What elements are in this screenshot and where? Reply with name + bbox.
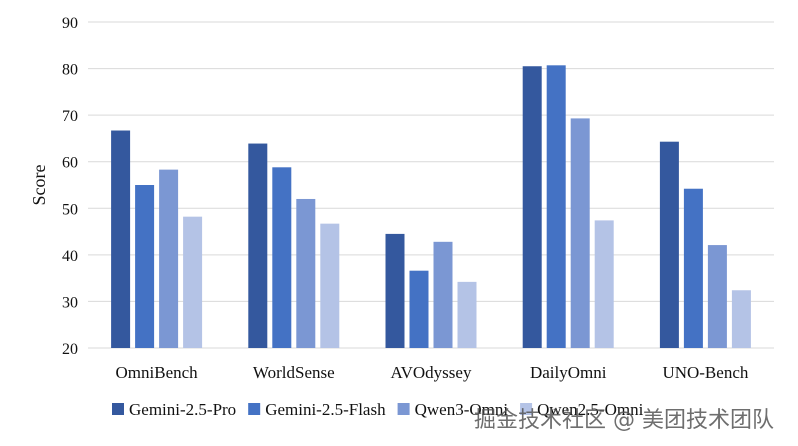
x-category-label: OmniBench <box>116 363 199 382</box>
watermark-text: 掘金技术社区 @ 美团技术团队 <box>474 408 774 433</box>
bar-UNO-Bench-Gemini-2.5-Flash <box>683 188 703 348</box>
x-category-label: UNO-Bench <box>662 363 748 382</box>
bar-AVOdyssey-Gemini-2.5-Pro <box>385 233 405 348</box>
legend-label: Gemini-2.5-Pro <box>129 400 236 419</box>
bar-WorldSense-Gemini-2.5-Pro <box>248 143 268 348</box>
legend: Gemini-2.5-Pro Gemini-2.5-Flash Qwen3-Omni… <box>112 400 644 419</box>
y-tick-label: 80 <box>62 62 78 79</box>
bar-WorldSense-Qwen3-Omni <box>296 198 316 348</box>
bar-OmniBench-Gemini-2.5-Pro <box>111 130 131 348</box>
bar-UNO-Bench-Qwen2.5-Omni <box>731 290 751 348</box>
y-axis-title: Score <box>29 164 49 205</box>
legend-label: Qwen3-Omni <box>415 400 509 419</box>
gridlines <box>88 21 774 349</box>
legend-swatch <box>520 403 533 415</box>
bar-DailyOmni-Gemini-2.5-Flash <box>546 65 566 348</box>
x-category-label: DailyOmni <box>530 363 607 382</box>
bar-WorldSense-Gemini-2.5-Flash <box>272 167 292 348</box>
bar-OmniBench-Gemini-2.5-Flash <box>135 185 155 348</box>
bar-OmniBench-Qwen2.5-Omni <box>183 216 203 348</box>
legend-label: Gemini-2.5-Flash <box>265 400 386 419</box>
x-category-label: AVOdyssey <box>391 363 472 382</box>
bar-AVOdyssey-Qwen2.5-Omni <box>457 281 477 348</box>
legend-swatch <box>248 403 261 415</box>
bar-OmniBench-Qwen3-Omni <box>159 169 179 348</box>
x-category-label: WorldSense <box>253 363 335 382</box>
bar-AVOdyssey-Qwen3-Omni <box>433 241 453 348</box>
y-tick-label: 20 <box>62 341 78 358</box>
y-axis-ticks: 20 30 40 50 60 70 80 90 <box>62 15 78 358</box>
y-tick-label: 90 <box>62 15 78 32</box>
x-axis-categories: OmniBench WorldSense AVOdyssey DailyOmni UNO… <box>116 363 749 382</box>
bars <box>111 65 751 348</box>
y-tick-label: 70 <box>62 108 78 125</box>
bar-DailyOmni-Qwen2.5-Omni <box>594 220 614 348</box>
y-tick-label: 30 <box>62 294 78 311</box>
bar-DailyOmni-Gemini-2.5-Pro <box>522 66 542 348</box>
legend-swatch <box>112 403 124 415</box>
y-tick-label: 50 <box>62 201 78 218</box>
bar-UNO-Bench-Qwen3-Omni <box>707 245 727 348</box>
bar-UNO-Bench-Gemini-2.5-Pro <box>659 141 679 348</box>
bar-AVOdyssey-Gemini-2.5-Flash <box>409 270 429 348</box>
legend-swatch <box>397 403 410 415</box>
y-tick-label: 60 <box>62 155 78 172</box>
bar-WorldSense-Qwen2.5-Omni <box>320 223 340 348</box>
legend-label: Qwen2.5-Omni <box>537 400 644 419</box>
y-tick-label: 40 <box>62 248 78 265</box>
bar-DailyOmni-Qwen3-Omni <box>570 118 590 348</box>
